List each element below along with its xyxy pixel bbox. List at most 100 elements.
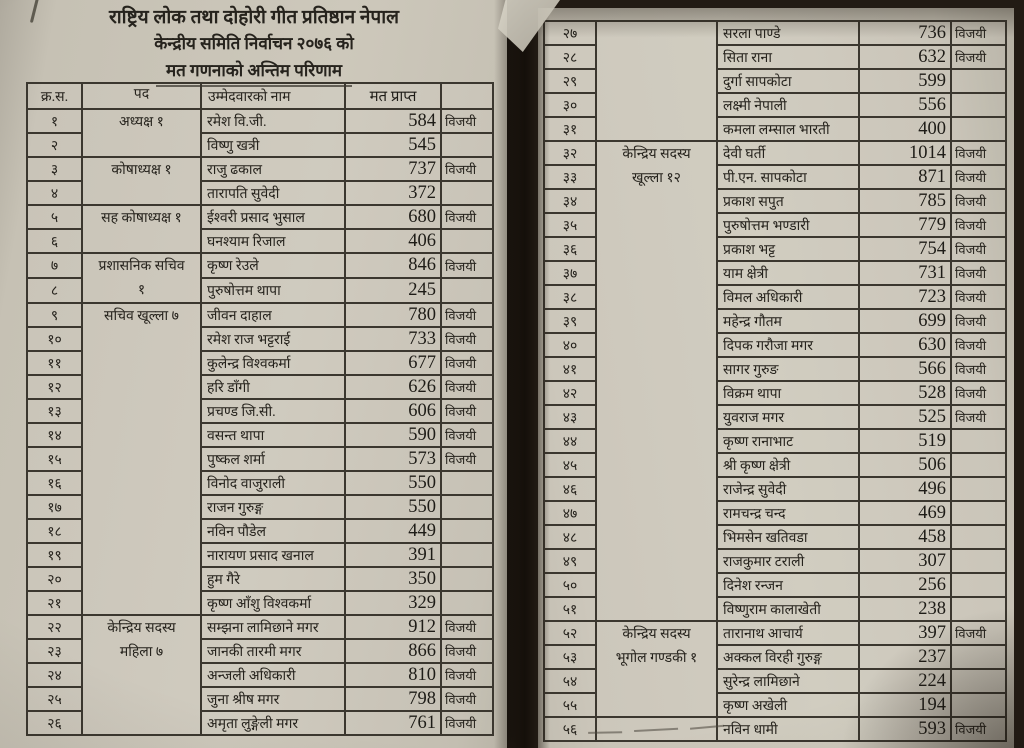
result-row: ३५ पुरुषोत्तम भण्डारी 779 विजयी xyxy=(543,212,1007,238)
votes-cell: 779 xyxy=(858,212,952,238)
serial-cell: २ xyxy=(26,132,83,158)
result-cell xyxy=(950,452,1007,478)
result-cell xyxy=(950,668,1007,694)
candidate-name-cell: राजु ढकाल xyxy=(200,156,346,182)
result-row: ५० दिनेश रन्जन 256 xyxy=(543,572,1007,598)
result-cell: विजयी xyxy=(440,374,494,400)
serial-cell: ४६ xyxy=(543,476,597,502)
votes-cell: 496 xyxy=(858,476,952,502)
serial-cell: २० xyxy=(26,566,83,592)
votes-cell: 590 xyxy=(344,422,442,448)
candidate-name-cell: जुना श्रीष मगर xyxy=(200,686,346,712)
serial-cell: २३ xyxy=(26,638,83,664)
candidate-name-cell: सिता राना xyxy=(716,44,860,70)
result-row: २९ दुर्गा सापकोटा 599 xyxy=(543,68,1007,94)
votes-cell: 194 xyxy=(858,692,952,718)
votes-cell: 329 xyxy=(344,590,442,616)
result-row: ३३ पी.एन. सापकोटा 871 विजयी xyxy=(543,164,1007,190)
result-cell: विजयी xyxy=(950,20,1007,46)
candidate-name-cell: सागर गुरुङ xyxy=(716,356,860,382)
candidate-name-cell: हुम गैरे xyxy=(200,566,346,592)
results-table-page1: क्र.स. पद उम्मेदवारको नाम मत प्राप्त १ अध… xyxy=(26,82,494,736)
candidate-name-cell: राजन गुरुङ्ग xyxy=(200,494,346,520)
result-cell xyxy=(440,180,494,206)
votes-cell: 780 xyxy=(344,302,442,328)
votes-cell: 238 xyxy=(858,596,952,622)
result-row: २१ कृष्ण आँशु विश्वकर्मा 329 xyxy=(26,590,494,616)
serial-cell: ५३ xyxy=(543,644,597,670)
candidate-name-cell: पुरुषोत्तम थापा xyxy=(200,277,346,304)
candidate-name-cell: सरला पाण्डे xyxy=(716,20,860,46)
result-cell: विजयी xyxy=(440,398,494,424)
votes-cell: 632 xyxy=(858,44,952,70)
candidate-name-cell: राजकुमार टराली xyxy=(716,548,860,574)
serial-cell: ४८ xyxy=(543,524,597,550)
serial-cell: ४५ xyxy=(543,452,597,478)
candidate-name-cell: दिनेश रन्जन xyxy=(716,572,860,598)
result-cell xyxy=(440,494,494,520)
serial-cell: ३७ xyxy=(543,260,597,286)
votes-cell: 699 xyxy=(858,308,952,334)
result-row: १६ विनोद वाजुराली 550 xyxy=(26,470,494,496)
result-row: ४७ रामचन्द्र चन्द 469 xyxy=(543,500,1007,526)
result-row: ३८ विमल अधिकारी 723 विजयी xyxy=(543,284,1007,310)
votes-cell: 731 xyxy=(858,260,952,286)
result-cell xyxy=(950,92,1007,118)
result-row: ४८ भिमसेन खतिवडा 458 xyxy=(543,524,1007,550)
votes-cell: 723 xyxy=(858,284,952,310)
post-cell xyxy=(595,716,718,742)
result-cell xyxy=(950,644,1007,670)
serial-cell: २२ xyxy=(26,614,83,640)
candidate-name-cell: युवराज मगर xyxy=(716,404,860,430)
table-header-row: क्र.स. पद उम्मेदवारको नाम मत प्राप्त xyxy=(26,82,494,110)
candidate-name-cell: राजेन्द्र सुवेदी xyxy=(716,476,860,502)
header-votes-received: मत प्राप्त xyxy=(344,82,442,110)
candidate-name-cell: विक्रम थापा xyxy=(716,380,860,406)
result-cell: विजयी xyxy=(950,404,1007,430)
result-row: ३१ कमला लम्साल भारती 400 xyxy=(543,116,1007,142)
candidate-name-cell: देवी घर्ती xyxy=(716,140,860,166)
candidate-name-cell: विष्णु खत्री xyxy=(200,132,346,158)
result-row: ३६ प्रकाश भट्ट 754 विजयी xyxy=(543,236,1007,262)
result-cell: विजयी xyxy=(440,350,494,376)
votes-cell: 737 xyxy=(344,156,442,182)
result-cell xyxy=(950,476,1007,502)
result-row: ३२ केन्द्रिय सदस्य खूल्ला १२ देवी घर्ती 1014… xyxy=(543,140,1007,622)
result-row: ४५ श्री कृष्ण क्षेत्री 506 xyxy=(543,452,1007,478)
post-cell: केन्द्रिय सदस्य खूल्ला १२ xyxy=(595,140,718,622)
candidate-name-cell: हरि डाँगी xyxy=(200,374,346,400)
serial-cell: २१ xyxy=(26,590,83,616)
serial-cell: ५ xyxy=(26,204,83,230)
result-row: ४ तारापति सुवेदी 372 xyxy=(26,180,494,206)
result-cell: विजयी xyxy=(440,638,494,664)
candidate-name-cell: कृष्ण अखेली xyxy=(716,692,860,718)
votes-cell: 680 xyxy=(344,204,442,230)
votes-cell: 245 xyxy=(344,277,442,304)
serial-cell: १७ xyxy=(26,494,83,520)
serial-cell: २६ xyxy=(26,710,83,736)
serial-cell: ४७ xyxy=(543,500,597,526)
serial-cell: ७ xyxy=(26,252,83,279)
result-cell: विजयी xyxy=(950,44,1007,70)
post-cell: प्रशासनिक सचिव १ xyxy=(81,252,202,304)
candidate-name-cell: प्रकाश सपुत xyxy=(716,188,860,214)
serial-cell: ५२ xyxy=(543,620,597,646)
votes-cell: 871 xyxy=(858,164,952,190)
result-row: १४ वसन्त थापा 590 विजयी xyxy=(26,422,494,448)
post-cell: केन्द्रिय सदस्य भूगोल गण्डकी १ xyxy=(595,620,718,718)
result-row: ३ कोषाध्यक्ष १ राजु ढकाल 737 विजयी xyxy=(26,156,494,206)
serial-cell: ४९ xyxy=(543,548,597,574)
result-cell xyxy=(950,692,1007,718)
result-row: ५३ अक्कल विरही गुरुङ्ग 237 xyxy=(543,644,1007,670)
subtitle-election: केन्द्रीय समिति निर्वाचन २०७६ को xyxy=(154,34,354,53)
serial-cell: २९ xyxy=(543,68,597,94)
header-post: पद xyxy=(81,82,202,110)
result-row: ३९ महेन्द्र गौतम 699 विजयी xyxy=(543,308,1007,334)
votes-cell: 400 xyxy=(858,116,952,142)
result-cell xyxy=(950,68,1007,94)
page-left: राष्ट्रिय लोक तथा दोहोरी गीत प्रतिष्ठान … xyxy=(0,0,507,748)
result-row: १९ नारायण प्रसाद खनाल 391 xyxy=(26,542,494,568)
serial-cell: ३६ xyxy=(543,236,597,262)
serial-cell: १२ xyxy=(26,374,83,400)
result-cell: विजयी xyxy=(950,308,1007,334)
